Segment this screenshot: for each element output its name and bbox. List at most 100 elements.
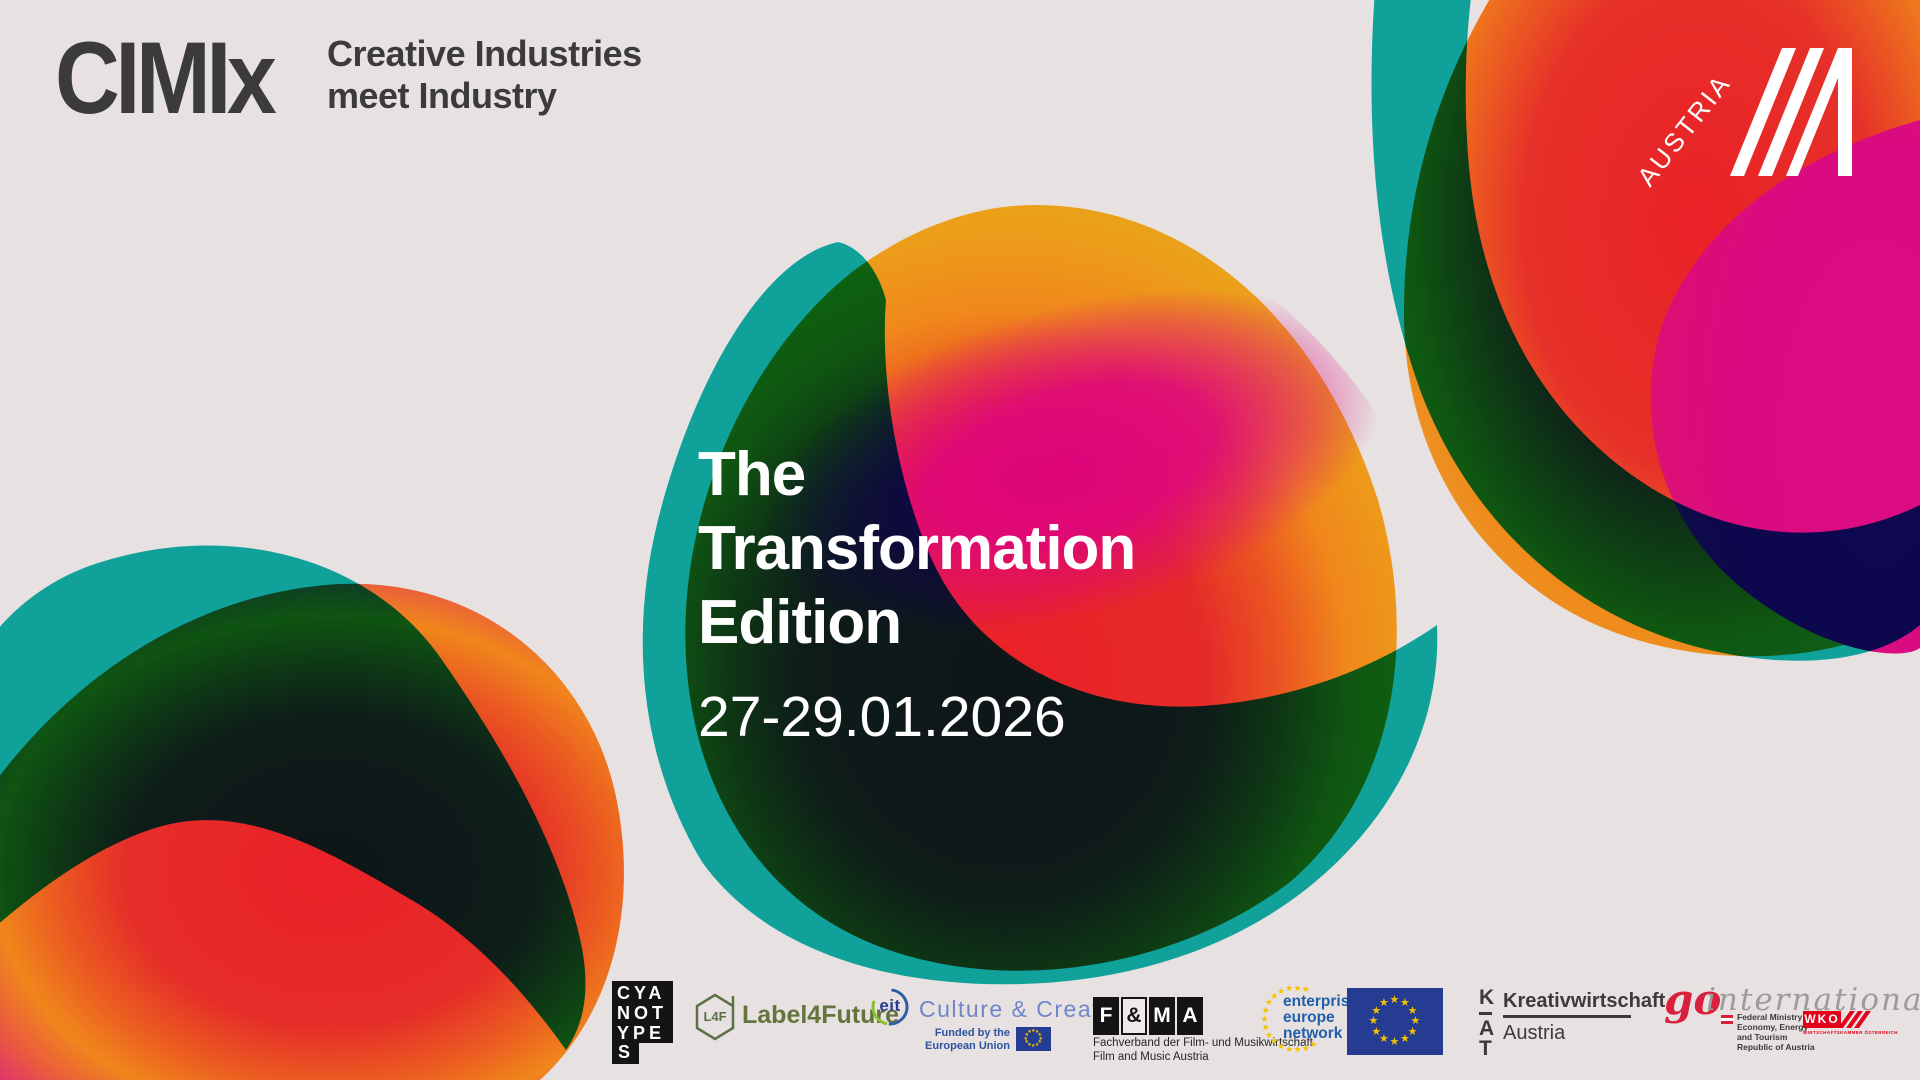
een-stars-icon: ★ ★ ★ ★ ★ ★ ★ ★ ★ ★ ★ ★ ★ ★ ★ ★ — [1258, 982, 1334, 1055]
cyanotypes-row3: YPE — [617, 1023, 666, 1043]
fma-logo: F & M A — [1093, 997, 1203, 1035]
eu-stars-icon: ★ ★ ★ ★ ★ ★ ★ ★ ★ ★ ★ ★ — [1016, 1027, 1051, 1051]
star-glyph: ★ — [1301, 1042, 1310, 1053]
cyanotypes-logo: CYA NOT YPE — [612, 981, 673, 1043]
kat-label-kreativwirtschaft: Kreativwirtschaft — [1503, 990, 1666, 1012]
star-glyph: ★ — [1371, 1025, 1382, 1038]
eit-ring-icon — [871, 988, 909, 1026]
ministry-line4: Republic of Austria — [1737, 1042, 1815, 1052]
eu-flag-stars-icon: ★ ★ ★ ★ ★ ★ ★ ★ ★ ★ ★ ★ — [1347, 988, 1443, 1055]
een-logo: ★ ★ ★ ★ ★ ★ ★ ★ ★ ★ ★ ★ ★ ★ ★ ★ enterprise europe netwo… — [1258, 982, 1358, 1055]
star-glyph: ★ — [1410, 1015, 1421, 1027]
star-glyph: ★ — [1270, 1036, 1279, 1047]
star-glyph: ★ — [1293, 982, 1302, 993]
star-glyph: ★ — [1260, 1013, 1269, 1024]
advantage-austria-logo: AUSTRIA — [1631, 48, 1852, 192]
fma-letter-f: F — [1093, 997, 1119, 1035]
hero-title-line3: Edition — [698, 588, 902, 657]
star-glyph: ★ — [1037, 1039, 1042, 1046]
label4future-badge: L4F — [703, 1009, 727, 1024]
een-wordmark: enterprise europe network — [1283, 994, 1358, 1042]
star-glyph: ★ — [1034, 1029, 1040, 1035]
eu-funded-line2: European Union — [925, 1040, 1010, 1052]
austria-a-mark — [1730, 48, 1852, 176]
star-glyph: ★ — [1389, 1036, 1400, 1048]
ministry-text: Federal Ministry Economy, Energy and Tou… — [1737, 1012, 1815, 1052]
star-glyph: ★ — [1285, 983, 1294, 994]
star-glyph: ★ — [1027, 1041, 1032, 1048]
een-line2: europe — [1283, 1009, 1335, 1026]
brand-tagline-line2: meet Industry — [327, 75, 557, 116]
go-international-go: go — [1664, 975, 1722, 1024]
kat-letter-a: A — [1479, 1017, 1495, 1040]
kat-letter-stack: K A T — [1479, 987, 1495, 1060]
cyanotypes-row1: CYA — [617, 983, 666, 1003]
eu-funded-note: Funded by the European Union — [893, 1027, 1010, 1053]
star-glyph: ★ — [1379, 1033, 1389, 1046]
label4future-logo: L4F — [694, 993, 736, 1041]
star-glyph: ★ — [1031, 1043, 1036, 1049]
fma-letter-m: M — [1149, 997, 1175, 1035]
star-glyph: ★ — [1400, 1033, 1410, 1046]
hero-title-block: The Transformation Edition 27-29.01.2026 — [698, 438, 1136, 750]
wko-logo: WKO — [1803, 1011, 1841, 1028]
star-glyph: ★ — [1037, 1031, 1042, 1038]
star-glyph: ★ — [1038, 1035, 1043, 1042]
ministry-line2: Economy, Energy — [1737, 1022, 1809, 1032]
wko-subtitle: WIRTSCHAFTSKAMMER ÖSTERREICH — [1803, 1030, 1898, 1035]
fma-subtitle-de: Fachverband der Film- und Musikwirtschaf… — [1093, 1037, 1313, 1049]
een-line1: enterprise — [1283, 993, 1358, 1010]
wko-slashes-icon — [1838, 1011, 1871, 1028]
star-glyph: ★ — [1277, 1040, 1286, 1051]
kat-letter-t: T — [1479, 1037, 1492, 1060]
eu-flag: ★ ★ ★ ★ ★ ★ ★ ★ ★ ★ ★ ★ — [1347, 988, 1443, 1055]
fma-letter-amp: & — [1121, 997, 1147, 1035]
star-glyph: ★ — [1024, 1039, 1029, 1046]
eit-logo: eit — [869, 986, 911, 1028]
star-glyph: ★ — [1270, 990, 1279, 1001]
cyanotypes-row2: NOT — [617, 1003, 667, 1023]
blob-teal-top-right — [1371, 0, 1920, 661]
star-glyph: ★ — [1264, 1029, 1274, 1040]
austria-flag-icon — [1721, 1015, 1733, 1024]
eit-wordmark: eit — [879, 996, 901, 1015]
star-glyph: ★ — [1034, 1041, 1040, 1048]
brand-tagline-line1: Creative Industries — [327, 33, 642, 74]
cyanotypes-row4: S — [612, 1043, 639, 1064]
star-glyph: ★ — [1368, 1015, 1379, 1027]
eu-funded-line1: Funded by the — [934, 1027, 1010, 1039]
brand-logo: CIMIx — [55, 21, 277, 135]
blob-teal-center — [642, 242, 1438, 985]
ministry-line1: Federal Ministry — [1737, 1012, 1803, 1022]
eu-flag-small: ★ ★ ★ ★ ★ ★ ★ ★ ★ ★ ★ ★ — [1016, 1027, 1051, 1051]
hexagon-icon — [695, 993, 735, 1041]
star-glyph: ★ — [1301, 984, 1310, 995]
star-glyph: ★ — [1309, 1038, 1318, 1049]
een-line3: network — [1283, 1025, 1343, 1042]
ministry-line3: and Tourism — [1737, 1032, 1788, 1042]
kat-divider — [1503, 1015, 1631, 1018]
star-glyph: ★ — [1400, 996, 1410, 1009]
star-glyph: ★ — [1379, 996, 1389, 1009]
blob-teal-bottom-left — [0, 545, 586, 1050]
kat-label-austria: Austria — [1503, 1022, 1566, 1044]
kat-divider-small — [1479, 1012, 1492, 1015]
star-glyph: ★ — [1407, 1025, 1418, 1038]
fma-letter-a: A — [1177, 997, 1203, 1035]
star-glyph: ★ — [1027, 1029, 1032, 1035]
star-glyph: ★ — [1293, 1044, 1302, 1055]
star-glyph: ★ — [1389, 994, 1400, 1006]
star-glyph: ★ — [1285, 1043, 1294, 1054]
star-glyph: ★ — [1264, 997, 1274, 1008]
star-glyph: ★ — [1371, 1004, 1382, 1017]
star-glyph: ★ — [1023, 1035, 1028, 1042]
star-glyph: ★ — [1024, 1031, 1029, 1038]
brand-tagline: Creative Industries meet Industry — [327, 33, 642, 117]
star-glyph: ★ — [1261, 1005, 1270, 1016]
star-glyph: ★ — [1031, 1028, 1036, 1034]
hero-title-line1: The — [698, 440, 806, 509]
star-glyph: ★ — [1407, 1004, 1418, 1017]
hero-date: 27-29.01.2026 — [698, 685, 1066, 749]
